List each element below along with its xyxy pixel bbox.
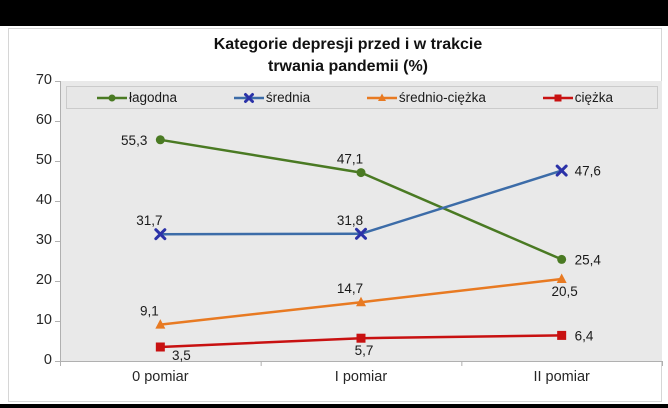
x-tick-label: II pomiar [533,369,590,385]
series-point-agodna [356,168,366,178]
legend-marker-triangle-icon [366,93,397,101]
legend-marker-x-icon [233,92,264,103]
x-tick-label: 0 pomiar [132,369,189,385]
legend-item-ciezka[interactable]: ciężka [542,90,613,105]
value-label: 47,1 [337,152,363,167]
value-label: 55,3 [121,133,147,148]
y-tick-label: 30 [35,232,52,248]
y-tick-label: 20 [35,272,52,288]
series-point-sredniociezka [155,319,166,329]
value-label: 5,7 [355,343,374,358]
series-point-agodna [557,254,567,264]
legend-label: łagodna [129,90,178,105]
series-point-srednia [154,228,167,241]
legend-label: ciężka [574,90,613,105]
legend-item-sredniociezka[interactable]: średnio-ciężka [366,90,486,105]
chart-title-line2: trwania pandemii (%) [267,58,429,75]
value-label: 14,7 [337,281,363,296]
series-point-srednia [355,227,367,240]
chart-title-line1: Kategorie depresji przed i w trakcie [213,36,483,53]
y-tick-label: 50 [35,152,52,168]
series-point-ciezka [356,333,366,343]
value-label: 6,4 [575,328,594,343]
y-tick-label: 70 [35,72,52,88]
y-tick-label: 10 [35,312,52,328]
legend-item-agodna[interactable]: łagodna [97,90,177,105]
bottom-black-bar [0,404,668,408]
top-black-bar [0,0,668,26]
series-point-agodna [155,135,165,145]
legend-label: średnia [265,90,311,105]
legend-marker-circle-icon [97,94,127,101]
series-point-ciezka [155,342,165,352]
value-label: 3,5 [172,348,191,363]
value-label: 9,1 [140,304,159,319]
plot-background [60,81,662,361]
series-point-sredniociezka [356,296,366,307]
value-label: 31,8 [337,213,363,228]
y-tick-label: 40 [35,192,52,208]
legend-item-srednia[interactable]: średnia [233,90,311,105]
value-label: 25,4 [575,252,602,267]
series-point-sredniociezka [556,273,567,283]
y-tick-label: 0 [43,352,52,368]
chart-title: Kategorie depresji przed i w trakcie trw… [28,34,668,78]
value-label: 20,5 [552,284,578,299]
y-tick-label: 60 [35,112,52,128]
series-point-ciezka [557,330,567,340]
value-label: 47,6 [575,164,601,179]
legend-label: średnio-ciężka [398,90,486,105]
value-label: 31,7 [136,213,162,228]
legend: łagodna średnia średnio-ciężka ciężka [66,86,658,109]
x-tick-label: I pomiar [334,369,388,385]
legend-marker-square-icon [542,94,573,101]
series-point-srednia [555,164,568,177]
